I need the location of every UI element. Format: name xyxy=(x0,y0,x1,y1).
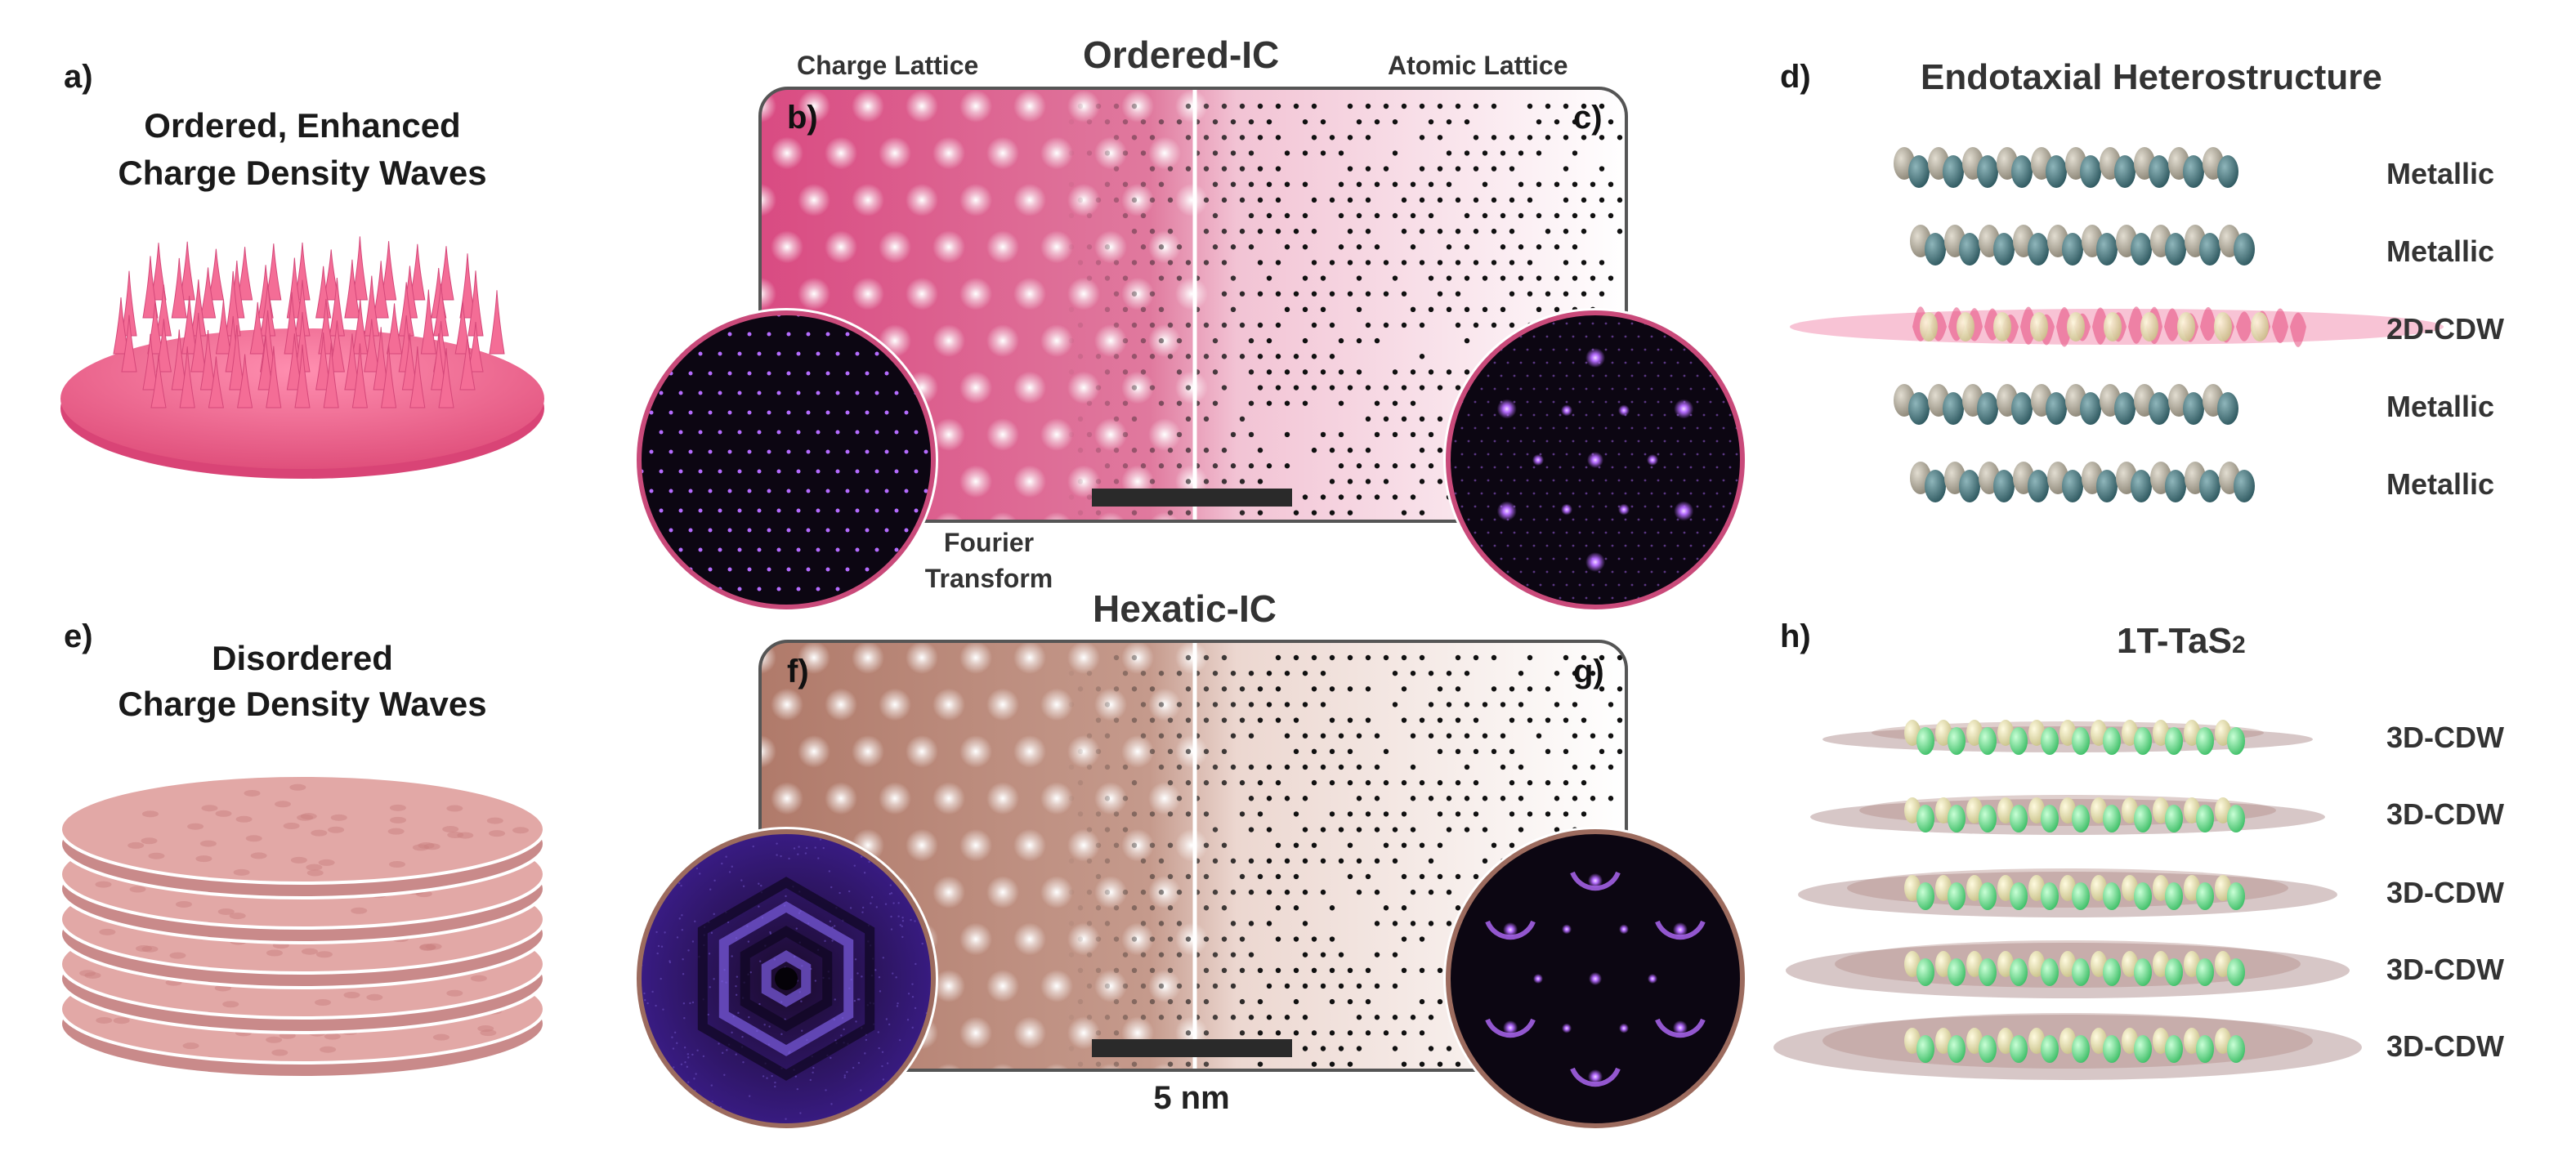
h-layer-label-2: 3D-CDW xyxy=(2386,797,2504,831)
charge-lattice-label: Charge Lattice xyxy=(797,51,979,80)
scale-bar-top xyxy=(1092,489,1292,507)
d-layer-label-3: 2D-CDW xyxy=(2386,312,2504,346)
h-layer-label-1: 3D-CDW xyxy=(2386,721,2504,754)
panel-g-letter: g) xyxy=(1573,654,1604,690)
fourier-label-line1: Fourier xyxy=(943,528,1035,557)
scale-bar-label: 5 nm xyxy=(1153,1080,1230,1116)
tas2-stack xyxy=(1773,720,2362,1080)
d-layer-label-2: Metallic xyxy=(2386,234,2495,268)
panel-d-title: Endotaxial Heterostructure xyxy=(1921,57,2382,97)
cdw-spikes xyxy=(113,236,505,408)
panel-a-title-line2: Charge Density Waves xyxy=(118,154,487,192)
panel-h-title: 1T-TaS2 xyxy=(2117,621,2246,662)
fourier-label-line2: Transform xyxy=(924,564,1053,593)
panel-e-letter: e) xyxy=(64,618,93,654)
endotaxial-heterostructure xyxy=(1790,147,2444,502)
panel-d-letter: d) xyxy=(1780,59,1811,95)
panel-e-title-line2: Charge Density Waves xyxy=(118,685,487,723)
h-layer-label-4: 3D-CDW xyxy=(2386,953,2504,986)
hexatic-atomic-dots xyxy=(1068,654,1626,1067)
panel-h-title-main: 1T-TaS xyxy=(2117,621,2233,661)
panel-f-letter: f) xyxy=(787,654,809,690)
hexatic-ic-title: Hexatic-IC xyxy=(1093,587,1277,630)
atomic-lattice-label: Atomic Lattice xyxy=(1388,51,1568,80)
panel-a-letter: a) xyxy=(64,59,93,95)
fft-inset-b xyxy=(634,308,938,612)
h-layer-label-3: 3D-CDW xyxy=(2386,876,2504,909)
disordered-cdw-stack xyxy=(59,774,546,1079)
scale-bar-bottom xyxy=(1092,1039,1292,1057)
panel-h-title-sub: 2 xyxy=(2232,632,2246,658)
d-layer-label-1: Metallic xyxy=(2386,157,2495,190)
panel-a-title-line1: Ordered, Enhanced xyxy=(144,106,461,145)
panel-b-letter: b) xyxy=(787,100,818,136)
d-layer-label-4: Metallic xyxy=(2386,390,2495,423)
panel-c-letter: c) xyxy=(1573,100,1603,136)
fft-inset-g xyxy=(1443,827,1747,1131)
panel-e-title-line1: Disordered xyxy=(212,639,393,677)
fft-inset-c xyxy=(1443,308,1747,612)
ordered-cdw-surface xyxy=(60,236,544,479)
d-layer-label-5: Metallic xyxy=(2386,467,2495,501)
fft-inset-f xyxy=(634,827,938,1131)
h-layer-label-5: 3D-CDW xyxy=(2386,1029,2504,1063)
ordered-ic-title: Ordered-IC xyxy=(1083,33,1280,76)
panel-h-letter: h) xyxy=(1780,618,1811,654)
